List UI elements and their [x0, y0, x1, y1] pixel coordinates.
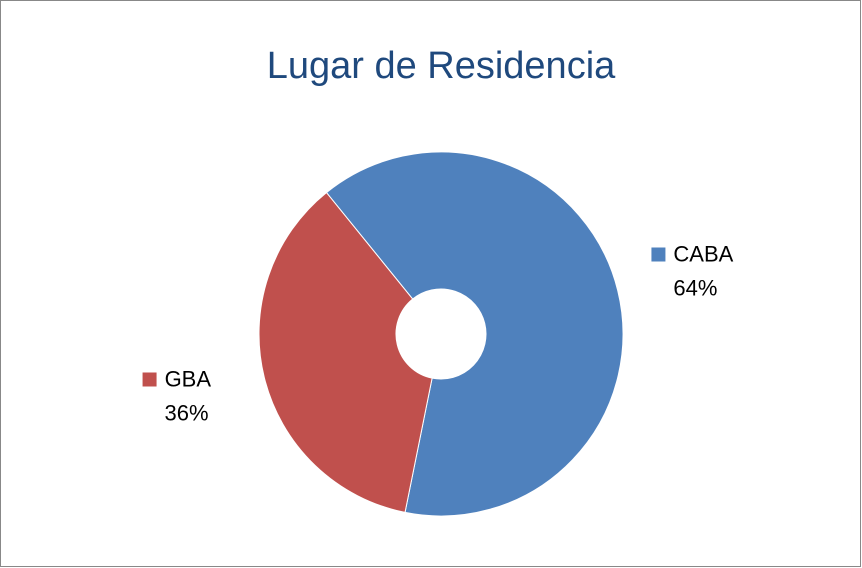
value-label: 36% [165, 400, 209, 425]
donut-slice [258, 191, 433, 513]
donut-slice [325, 151, 624, 517]
legend-marker [651, 247, 666, 262]
chart-title: Lugar de Residencia [267, 45, 616, 87]
legend-marker [142, 372, 157, 387]
value-label: 64% [673, 275, 717, 300]
category-label: GBA [165, 366, 212, 391]
category-label: CABA [673, 241, 733, 266]
